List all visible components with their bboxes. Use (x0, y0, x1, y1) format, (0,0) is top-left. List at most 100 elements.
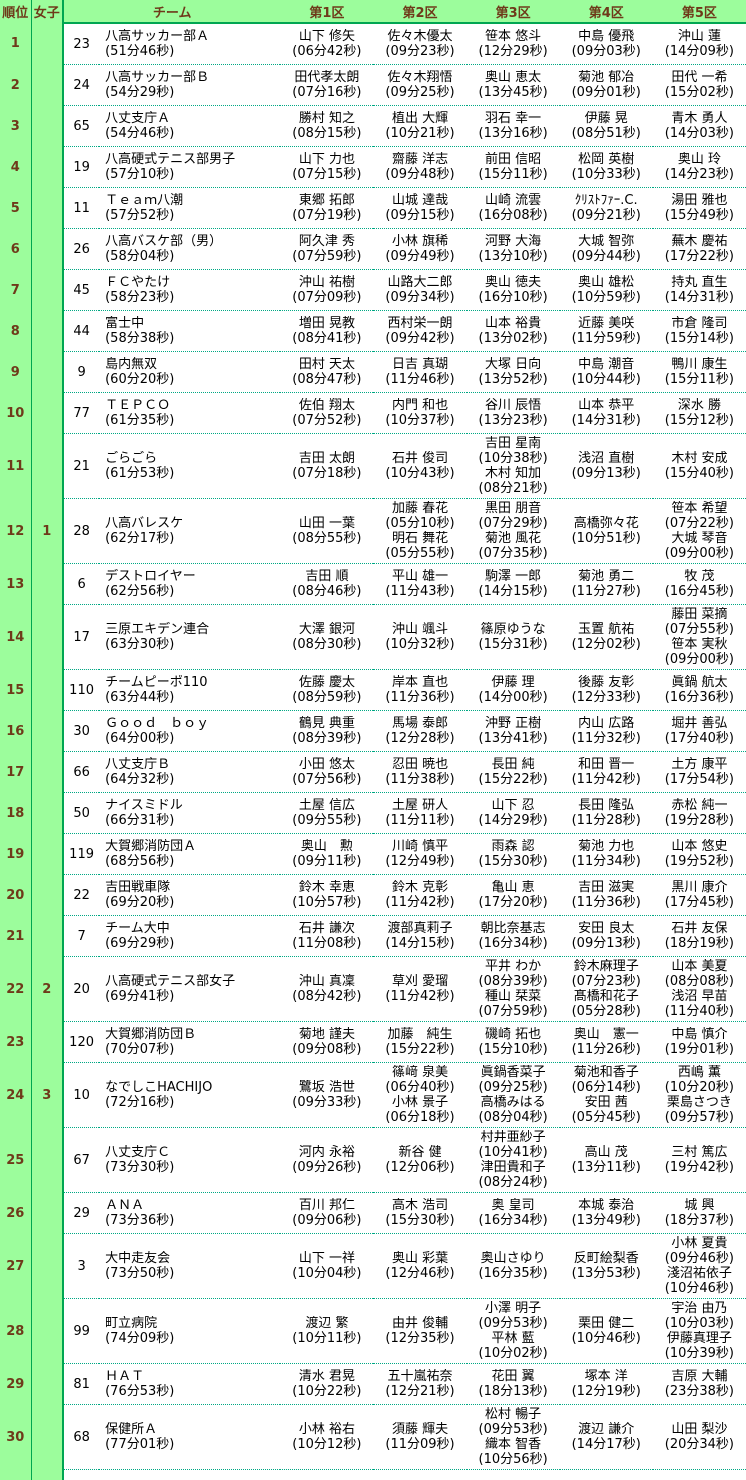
runner-time: (17分20秒) (467, 895, 560, 910)
leg-5-cell: 牧 茂(16分45秒) (653, 564, 746, 605)
runner-time: (10分21秒) (373, 126, 466, 141)
team-total-time: (72分16秒) (105, 1095, 280, 1110)
runner-time: (13分23秒) (467, 413, 560, 428)
team-total-time: (57分10秒) (105, 167, 280, 182)
runner-name: 須藤 輝夫 (373, 1422, 466, 1437)
team-cell: 八高サッカー部Ｂ (54分29秒) (99, 65, 280, 106)
runner-time: (08分42秒) (280, 989, 373, 1004)
leg-3-cell: 伊藤 理(14分00秒) (467, 670, 560, 711)
leg-2-cell: 高木 浩司(15分30秒) (373, 1193, 466, 1234)
table-row: 27 3 大中走友会 (73分50秒) 山下 一祥(10分04秒) 奥山 彩葉(… (0, 1234, 746, 1299)
runner-time: (09分57秒) (653, 1110, 746, 1125)
runner-time: (06分40秒) (373, 1080, 466, 1095)
runner-time: (06分18秒) (373, 1110, 466, 1125)
team-total-time: (70分07秒) (105, 1042, 280, 1057)
runner-name: 湯田 雅也 (653, 193, 746, 208)
runner-name: 加藤 純生 (373, 1027, 466, 1042)
runner-time: (09分23秒) (373, 44, 466, 59)
runner-time: (08分46秒) (280, 584, 373, 599)
runner-name: 百川 邦仁 (280, 1198, 373, 1213)
runner-name: 笹本 希望 (653, 501, 746, 516)
runner-name: 佐藤 慶太 (280, 675, 373, 690)
female-rank-cell (31, 605, 63, 670)
runner-time: (07分16秒) (280, 85, 373, 100)
leg-3-cell: 吉田 星南(10分38秒)木村 知加(08分21秒) (467, 434, 560, 499)
runner-name: 三村 篤広 (653, 1145, 746, 1160)
team-number-cell: 45 (63, 270, 99, 311)
table-row: 26 29 ＡＮＡ (73分36秒) 百川 邦仁(09分06秒) 高木 浩司(1… (0, 1193, 746, 1234)
table-row: 23 120 大賀郷消防団Ｂ (70分07秒) 菊地 謹夫(09分08秒) 加藤… (0, 1022, 746, 1063)
team-cell: 八高硬式テニス部男子 (57分10秒) (99, 147, 280, 188)
runner-time: (17分45秒) (653, 895, 746, 910)
header-rank: 順位 (0, 0, 31, 23)
runner-name: 眞鍋 航太 (653, 675, 746, 690)
leg-5-cell: 堀井 善弘(17分40秒) (653, 711, 746, 752)
leg-1-cell: 奥山 勲(09分11秒) (280, 834, 373, 875)
runner-name: 黒田 朋音 (467, 501, 560, 516)
leg-5-cell: 山本 美夏(08分08秒)浅沼 早苗(11分40秒) (653, 957, 746, 1022)
runner-time: (12分19秒) (560, 1384, 653, 1399)
runner-name: 山本 美夏 (653, 959, 746, 974)
leg-2-cell: 齋藤 洋志(09分48秒) (373, 147, 466, 188)
runner-name: 鈴木麻理子 (560, 959, 653, 974)
team-number-cell: 7 (63, 916, 99, 957)
team-cell: 島内無双 (60分20秒) (99, 352, 280, 393)
runner-name: 西村栄一朗 (373, 316, 466, 331)
rank-cell: 9 (0, 352, 31, 393)
table-row: 19 119 大賀郷消防団Ａ (68分56秒) 奥山 勲(09分11秒) 川崎 … (0, 834, 746, 875)
runner-time: (09分53秒) (467, 1422, 560, 1437)
leg-2-cell: 加藤 純生(15分22秒) (373, 1022, 466, 1063)
leg-1-cell: 沖山 祐樹(07分09秒) (280, 270, 373, 311)
runner-time: (10分33秒) (560, 167, 653, 182)
leg-1-cell: 石井 謙次(11分08秒) (280, 916, 373, 957)
team-name: ごらごら (105, 451, 280, 466)
runner-time: (16分34秒) (467, 936, 560, 951)
team-number-cell: 24 (63, 65, 99, 106)
runner-time: (07分55秒) (653, 622, 746, 637)
rank-cell: 16 (0, 711, 31, 752)
runner-name: 河野 大海 (467, 234, 560, 249)
team-name: ＴＥＰＣＯ (105, 398, 280, 413)
runner-name: 宇治 由乃 (653, 1301, 746, 1316)
runner-name: 沖山 蓮 (653, 29, 746, 44)
team-total-time: (76分53秒) (105, 1384, 280, 1399)
female-rank-cell (31, 1299, 63, 1364)
rank-cell: 29 (0, 1364, 31, 1405)
runner-time: (19分52秒) (653, 854, 746, 869)
runner-name: 安田 茜 (560, 1095, 653, 1110)
runner-name: 高木 浩司 (373, 1198, 466, 1213)
runner-time: (13分49秒) (560, 1213, 653, 1228)
leg-1-cell: 増田 晃教(08分41秒) (280, 311, 373, 352)
runner-time: (09分26秒) (280, 1160, 373, 1175)
female-rank-cell (31, 393, 63, 434)
runner-time: (14分31秒) (653, 290, 746, 305)
runner-name: 深水 勝 (653, 398, 746, 413)
runner-name: 中島 優飛 (560, 29, 653, 44)
runner-name: 鶴見 典重 (280, 716, 373, 731)
runner-name: 奥山 勲 (280, 839, 373, 854)
team-total-time: (69分20秒) (105, 895, 280, 910)
rank-cell: 23 (0, 1022, 31, 1063)
leg-2-cell: 渡部真莉子(14分15秒) (373, 916, 466, 957)
leg-2-cell: 鈴木 克彰(11分42秒) (373, 875, 466, 916)
runner-time: (05分28秒) (560, 1004, 653, 1019)
runner-time: (12分33秒) (560, 690, 653, 705)
leg-4-cell: 浅沼 直樹(09分13秒) (560, 434, 653, 499)
table-row: 12 1 28 八高バレスケ (62分17秒) 山田 一葉(08分55秒) 加藤… (0, 499, 746, 564)
runner-name: 後藤 友彰 (560, 675, 653, 690)
team-number-cell: 120 (63, 1022, 99, 1063)
leg-2-cell: 山城 達哉(09分15秒) (373, 188, 466, 229)
rank-cell: 22 (0, 957, 31, 1022)
runner-name: 小林 旗稀 (373, 234, 466, 249)
table-row: 18 50 ナイスミドル (66分31秒) 土屋 信広(09分55秒) 土屋 研… (0, 793, 746, 834)
runner-time: (07分52秒) (280, 413, 373, 428)
runner-time: (10分20秒) (653, 1080, 746, 1095)
runner-name: 菊地 謹夫 (280, 1027, 373, 1042)
leg-2-cell: 由井 俊輔(12分35秒) (373, 1299, 466, 1364)
leg-1-cell: 田村 天太(08分47秒) (280, 352, 373, 393)
leg-3-cell: 奥山さゆり(16分35秒) (467, 1234, 560, 1299)
female-rank-cell (31, 23, 63, 65)
runner-name: 黒川 康介 (653, 880, 746, 895)
leg-3-cell: 駒澤 一郎(14分15秒) (467, 564, 560, 605)
